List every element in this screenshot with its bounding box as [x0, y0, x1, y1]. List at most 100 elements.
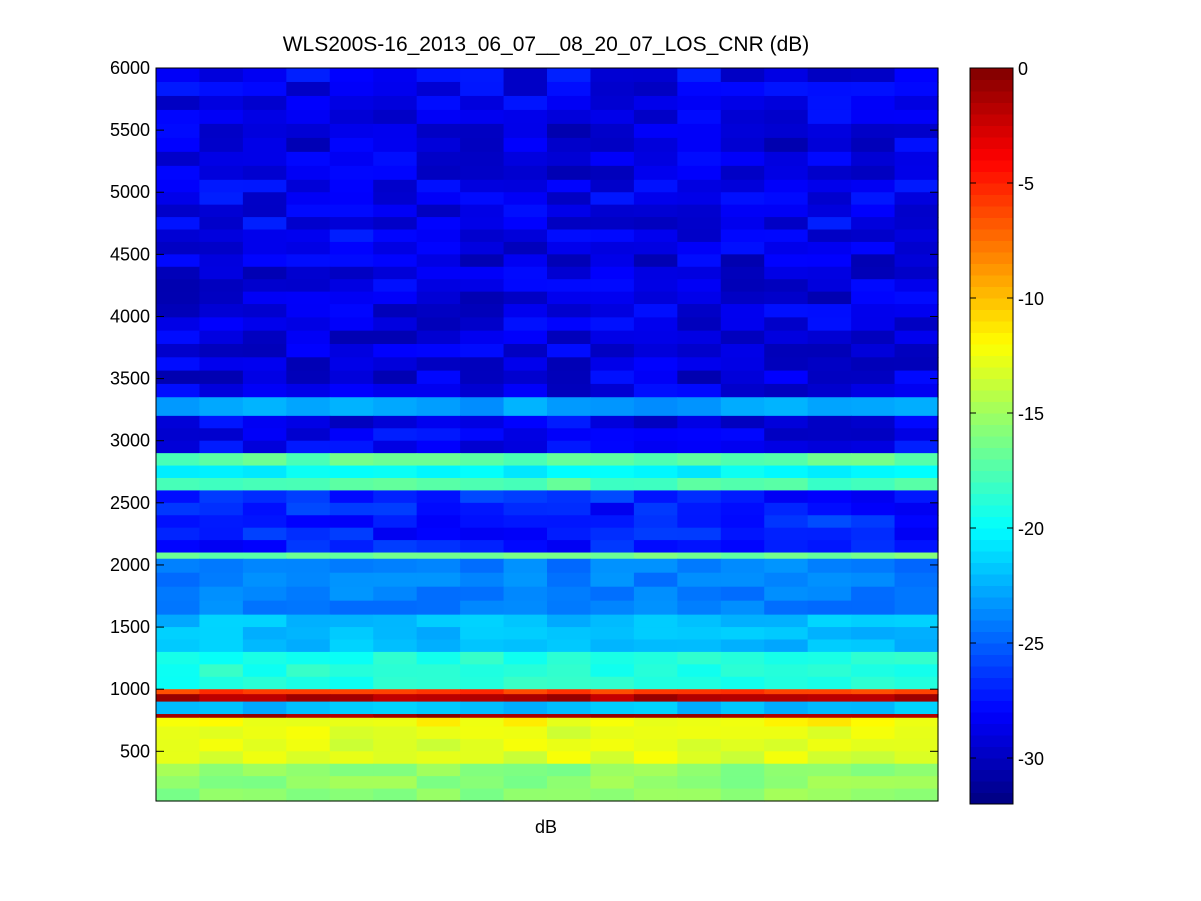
heatmap-cell [851, 477, 896, 491]
heatmap-cell [373, 330, 418, 345]
heatmap-cell [286, 477, 331, 491]
heatmap-cell [720, 81, 765, 97]
heatmap-cell [807, 552, 852, 560]
heatmap-cell [547, 343, 592, 358]
heatmap-cell [851, 179, 896, 193]
heatmap-cell [851, 279, 896, 293]
heatmap-cell [460, 726, 505, 740]
heatmap-cell [199, 453, 244, 467]
heatmap-cell [720, 701, 765, 715]
heatmap-cell [460, 600, 505, 616]
heatmap-cell [590, 241, 635, 255]
heatmap-cell [807, 95, 852, 111]
heatmap-cell [503, 397, 548, 417]
heatmap-cell [894, 600, 939, 616]
heatmap-cell [416, 763, 461, 777]
heatmap-cell [242, 714, 287, 719]
heatmap-cell [460, 397, 505, 417]
heatmap-cell [764, 515, 809, 529]
heatmap-cell [503, 738, 548, 752]
heatmap-cell [460, 68, 505, 83]
heatmap-cell [503, 428, 548, 442]
heatmap-cell [329, 558, 374, 574]
heatmap-cell [156, 192, 201, 206]
colorbar-segment [970, 597, 1013, 609]
heatmap-cell [156, 527, 201, 541]
heatmap-cell [894, 552, 939, 560]
heatmap-cell [329, 515, 374, 529]
heatmap-cell [329, 714, 374, 719]
heatmap-cell [460, 241, 505, 255]
heatmap-cell [633, 572, 678, 588]
heatmap-cell [156, 540, 201, 554]
heatmap-cell [633, 440, 678, 454]
heatmap-cell [156, 651, 201, 665]
heatmap-cell [764, 751, 809, 765]
heatmap-cell [460, 95, 505, 111]
heatmap-cell [286, 540, 331, 554]
colorbar-segment [970, 424, 1013, 437]
heatmap-cell [633, 515, 678, 529]
heatmap-cell [720, 714, 765, 719]
heatmap-cell [677, 357, 722, 372]
heatmap-cell [547, 515, 592, 529]
heatmap-cell [242, 776, 287, 790]
y-tick-label: 1500 [110, 617, 150, 637]
heatmap-cell [242, 558, 287, 574]
heatmap-cell [851, 68, 896, 83]
heatmap-cell [373, 751, 418, 765]
heatmap-cell [547, 370, 592, 385]
heatmap-cell [547, 192, 592, 206]
colorbar-segment [970, 194, 1013, 207]
heatmap-cell [416, 502, 461, 516]
heatmap-cell [373, 490, 418, 504]
heatmap-cell [590, 266, 635, 280]
heatmap-cell [503, 714, 548, 719]
heatmap-cell [286, 676, 331, 690]
heatmap-cell [633, 192, 678, 206]
heatmap-cell [764, 123, 809, 139]
heatmap-cell [286, 137, 331, 153]
heatmap-cell [807, 109, 852, 125]
colorbar-segment [970, 539, 1013, 552]
heatmap-cell [851, 527, 896, 541]
heatmap-cell [764, 689, 809, 695]
heatmap-cell [894, 502, 939, 516]
heatmap-cell [329, 217, 374, 231]
heatmap-cell [807, 651, 852, 665]
heatmap-cell [807, 370, 852, 385]
y-tick-label: 1000 [110, 679, 150, 699]
heatmap-cell [503, 502, 548, 516]
heatmap-cell [286, 397, 331, 417]
heatmap-cell [894, 123, 939, 139]
heatmap-cell [851, 291, 896, 305]
colorbar-segment [970, 574, 1013, 586]
colorbar-segment [970, 367, 1013, 379]
heatmap-cell [503, 95, 548, 111]
heatmap-cell [416, 229, 461, 243]
heatmap-cell [547, 558, 592, 574]
heatmap-cell [156, 614, 201, 628]
heatmap-cell [633, 137, 678, 153]
heatmap-cell [633, 726, 678, 740]
heatmap-cell [199, 279, 244, 293]
heatmap-cell [156, 701, 201, 715]
heatmap-cell [286, 490, 331, 504]
heatmap-cell [199, 465, 244, 479]
heatmap-cell [373, 179, 418, 193]
heatmap-cell [547, 776, 592, 790]
heatmap-cell [720, 751, 765, 765]
heatmap-cell [720, 776, 765, 790]
heatmap-cell [156, 714, 201, 719]
heatmap-cell [590, 453, 635, 467]
colorbar-segment [970, 735, 1013, 747]
y-axis: 500 1000 1500 2000 2500 3000 3500 4000 4500 5000 5… [110, 58, 938, 761]
heatmap-cell [199, 614, 244, 628]
heatmap-cell [373, 165, 418, 181]
heatmap-cell [720, 383, 765, 398]
heatmap-cell [894, 763, 939, 777]
heatmap-cell [547, 572, 592, 588]
heatmap-cell [156, 383, 201, 398]
heatmap-cell [590, 81, 635, 97]
colorbar-segment [970, 309, 1013, 322]
